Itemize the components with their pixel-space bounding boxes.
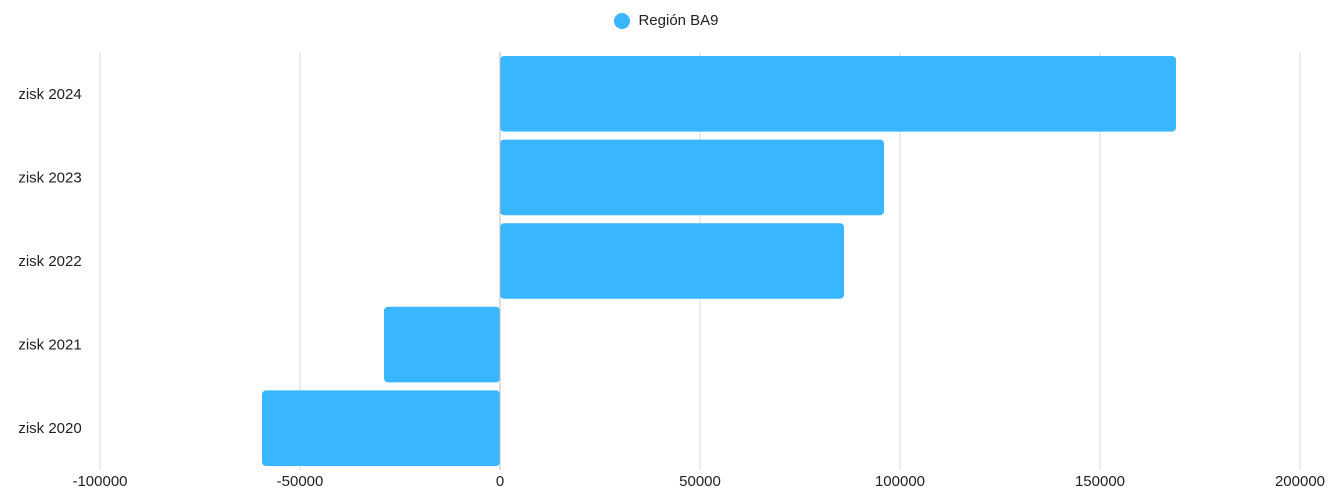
bars [262,56,1176,466]
x-tick-label: 150000 [1075,473,1125,488]
bar[interactable] [262,390,500,466]
x-tick-label: 0 [496,473,504,488]
category-label: zisk 2024 [18,86,81,103]
category-label: zisk 2022 [18,253,81,270]
category-label: zisk 2021 [18,337,81,354]
bar[interactable] [500,223,844,299]
legend[interactable]: Región BA9 [0,12,1333,29]
legend-swatch [614,12,631,29]
x-tick-label: -50000 [277,473,324,488]
category-label: zisk 2023 [18,169,81,186]
category-labels: zisk 2024 zisk 2023 zisk 2022 zisk 2021 zisk… [18,86,81,437]
x-tick-label: -100000 [72,473,127,488]
bar[interactable] [500,139,884,216]
x-tick-label: 100000 [875,473,925,488]
x-tick-label: 50000 [679,473,721,488]
x-tick-labels: -100000 -50000 0 50000 100000 150000 200000 [72,473,1325,488]
bar[interactable] [384,306,500,383]
category-label: zisk 2020 [18,420,81,437]
legend-label: Región BA9 [638,12,719,29]
x-tick-label: 200000 [1275,473,1325,488]
bar[interactable] [500,56,1176,132]
